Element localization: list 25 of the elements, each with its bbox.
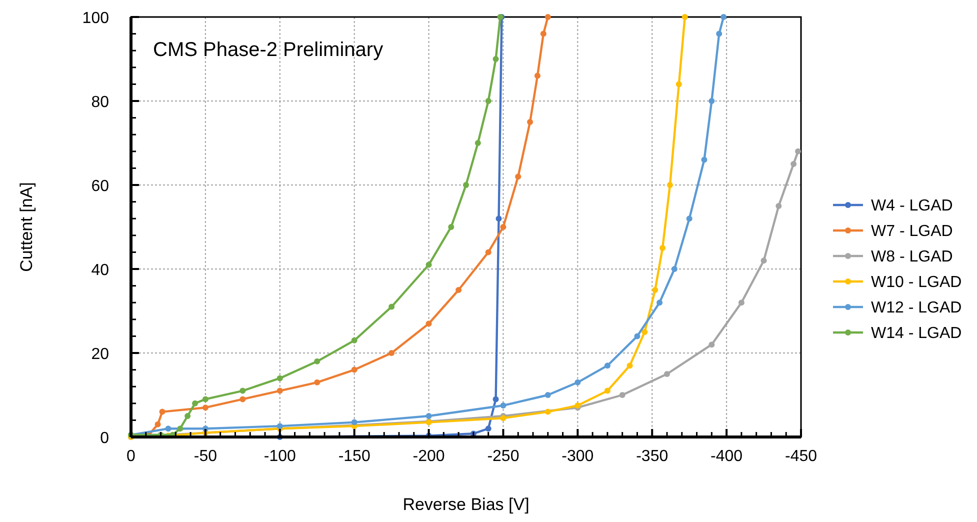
x-tick-label: -250 (487, 448, 520, 465)
x-tick-label: -100 (264, 448, 296, 465)
y-tick-label: 0 (100, 430, 110, 447)
y-tick-label: 60 (91, 178, 110, 195)
y-tick-label: 20 (91, 346, 110, 363)
legend-label: W14 - LGAD (871, 325, 962, 342)
x-tick-label: -200 (412, 448, 445, 465)
x-tick-label: 0 (126, 448, 136, 465)
y-tick-label: 40 (91, 262, 110, 279)
x-tick-label: -450 (784, 448, 818, 465)
y-axis-title: Cuttent [nA] (17, 182, 36, 272)
x-tick-label: -300 (562, 448, 594, 465)
x-tick-label: -400 (710, 448, 743, 465)
x-tick-label: -350 (636, 448, 668, 465)
legend-label: W8 - LGAD (871, 248, 953, 266)
x-axis-title: Reverse Bias [V] (402, 495, 530, 514)
y-tick-label: 100 (82, 10, 110, 27)
y-tick-label: 80 (91, 94, 110, 111)
annotation: CMS Phase-2 Preliminary (153, 39, 384, 61)
x-tick-label: -150 (338, 448, 370, 465)
legend-label: W4 - LGAD (871, 198, 953, 214)
legend-label: W12 - LGAD (871, 300, 962, 316)
legend-label: W7 - LGAD (871, 223, 953, 240)
x-tick-label: -50 (194, 448, 218, 465)
legend-label: W10 - LGAD (871, 274, 962, 291)
